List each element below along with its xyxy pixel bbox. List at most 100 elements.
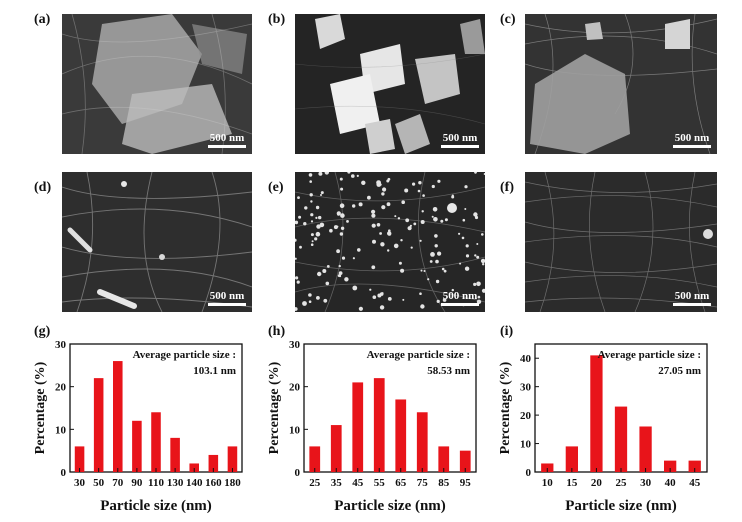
- nanoparticle-dot: [381, 292, 384, 295]
- nanoparticle-dot: [381, 192, 385, 196]
- nanoparticle-dot: [473, 282, 477, 286]
- nanoparticle-dot: [413, 222, 417, 226]
- nanoparticle-dot: [338, 271, 343, 275]
- y-tick-label: 20: [520, 410, 532, 422]
- nanoparticle-dot: [387, 232, 392, 236]
- nanoparticle-dot: [346, 220, 349, 223]
- nanoparticle-dot: [480, 258, 485, 264]
- nanoparticle-dot: [371, 213, 376, 218]
- x-tick-label: 30: [640, 477, 652, 489]
- nanoparticle-dot: [317, 271, 322, 277]
- nanoparticle-dot: [465, 244, 469, 248]
- nanoparticle-dot: [316, 296, 320, 300]
- nanoparticle-dot: [323, 298, 328, 303]
- nanoparticle-dot: [318, 172, 323, 176]
- nanoparticle-dot: [299, 245, 302, 249]
- nanoparticle-dot: [432, 207, 438, 212]
- nanoparticle-dot: [295, 257, 297, 260]
- nanoparticle-dot: [419, 239, 422, 242]
- sem-image-b: 500 nm: [295, 14, 485, 154]
- nanoparticle-dot: [434, 244, 438, 248]
- panel-label-i: (i): [500, 324, 514, 339]
- x-tick-label: 25: [616, 477, 628, 489]
- nanoparticle-dot: [344, 277, 349, 282]
- sem-texture-e: [295, 172, 485, 312]
- y-tick-label: 10: [289, 424, 301, 436]
- nanoparticle-dot: [420, 220, 425, 224]
- histogram-bar: [590, 355, 603, 472]
- x-tick-label: 160: [205, 477, 222, 489]
- nanoparticle-dot: [315, 231, 321, 237]
- nanoparticle-dot: [409, 224, 412, 227]
- x-axis-label: Particle size (nm): [565, 498, 677, 514]
- nanoparticle-dot: [451, 195, 455, 199]
- histogram-bar: [330, 425, 342, 472]
- histogram-bar: [395, 399, 407, 472]
- nanoparticle-dot: [459, 262, 462, 265]
- nanoparticle-dot: [309, 180, 312, 183]
- nanoparticle-dot: [401, 200, 405, 204]
- x-tick-label: 25: [309, 477, 321, 489]
- nanoparticle-dot: [340, 226, 345, 230]
- nanoparticle-dot: [437, 179, 441, 183]
- nanoparticle-dot: [407, 226, 412, 231]
- nanoparticle-dot: [356, 174, 359, 177]
- nanoparticle-dot: [308, 300, 312, 303]
- nanoparticle-dot: [476, 243, 479, 245]
- histogram-bar: [541, 463, 554, 472]
- nanoparticle-dot: [367, 195, 371, 200]
- y-tick-label: 30: [289, 339, 301, 351]
- histogram-bar: [459, 450, 471, 472]
- histogram-bar: [688, 460, 701, 472]
- nanoparticle-dot: [397, 217, 401, 220]
- nanoparticle-dot: [462, 218, 466, 222]
- histogram-bar: [309, 446, 321, 472]
- histogram-bar: [639, 426, 652, 472]
- nanoparticle-dot: [310, 243, 314, 246]
- nanoparticle-dot: [421, 210, 424, 213]
- nanoparticle-dot: [310, 200, 313, 203]
- average-size-value: 58.53 nm: [427, 365, 470, 377]
- nanoparticle-dot: [443, 269, 447, 273]
- x-tick-label: 45: [689, 477, 701, 489]
- nanoparticle-dot: [358, 306, 363, 311]
- histogram-bar: [565, 446, 578, 472]
- nanoparticle-dot: [380, 242, 385, 247]
- nanoparticle-dot: [431, 215, 434, 218]
- x-tick-label: 15: [566, 477, 578, 489]
- nanoparticle-dot: [435, 259, 439, 264]
- x-tick-label: 50: [93, 477, 105, 489]
- nanoparticle-dot: [320, 191, 324, 195]
- nanoparticle-dot: [386, 202, 391, 207]
- nanoparticle-dot: [324, 172, 329, 175]
- nanoparticle-dot: [379, 232, 382, 235]
- nanoparticle-dot: [474, 254, 477, 257]
- x-tick-label: 40: [665, 477, 677, 489]
- nanoparticle-dot: [352, 204, 356, 208]
- nanoparticle-dot: [482, 263, 485, 266]
- nanoparticle-dot: [400, 268, 405, 273]
- nanoparticle-dot: [369, 288, 372, 291]
- nanoparticle-dot: [433, 217, 438, 222]
- nanoparticle-dot: [310, 233, 314, 237]
- average-size-value: 27.05 nm: [658, 365, 701, 377]
- average-size-caption: Average particle size :: [133, 349, 236, 361]
- nanoparticle-dot: [464, 208, 467, 210]
- nanoparticle-dot: [303, 222, 307, 226]
- nanoparticle-dot: [309, 193, 313, 197]
- scale-bar-d: 500 nm: [208, 290, 246, 306]
- nanoparticle-dot: [420, 304, 425, 309]
- nanoparticle-dot: [434, 234, 438, 238]
- nanoparticle-dot: [361, 180, 366, 185]
- sem-image-f: 500 nm: [525, 172, 717, 312]
- nanoparticle-dot: [382, 187, 387, 192]
- nanoparticle-dot: [377, 293, 382, 298]
- histogram-bar: [74, 446, 85, 472]
- nanoparticle-dot: [387, 249, 390, 252]
- y-axis-label: Percentage (%): [498, 361, 513, 454]
- nanoparticle-dot: [400, 239, 403, 242]
- nanoparticle-dot: [320, 194, 322, 196]
- y-tick-label: 40: [520, 353, 532, 365]
- histogram-bar: [189, 463, 199, 472]
- nanoparticle-dot: [483, 173, 485, 175]
